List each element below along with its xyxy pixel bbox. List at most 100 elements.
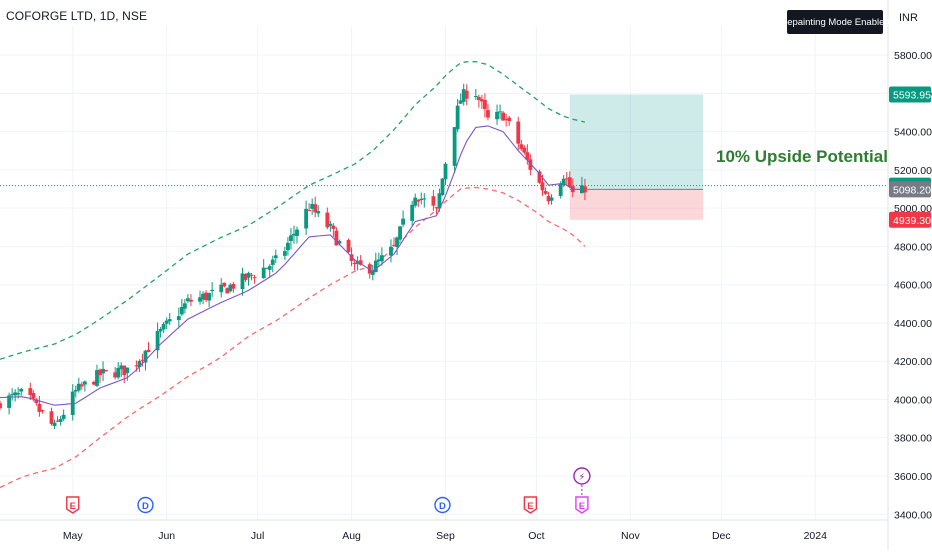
price-label-stop-bg bbox=[889, 211, 931, 228]
candle-body bbox=[325, 212, 330, 228]
candle-body bbox=[52, 422, 57, 427]
candle-body bbox=[270, 259, 275, 265]
dividend-marker bbox=[137, 496, 154, 514]
candle-body bbox=[504, 119, 509, 121]
candle-body bbox=[7, 395, 11, 408]
candle-body bbox=[410, 204, 415, 221]
event-label: D bbox=[439, 501, 446, 512]
candle-body bbox=[201, 293, 205, 300]
candle-body bbox=[289, 235, 293, 242]
candle-body bbox=[443, 163, 448, 180]
time-tick-label: Nov bbox=[621, 530, 640, 542]
candle-body bbox=[561, 178, 566, 186]
candle-body bbox=[113, 372, 118, 378]
time-tick-label: Aug bbox=[342, 530, 361, 542]
candle-body bbox=[267, 266, 272, 270]
candle-body bbox=[376, 259, 381, 262]
price-tick-label: 4800.00 bbox=[894, 241, 932, 253]
price-tick-label: 4600.00 bbox=[894, 280, 932, 292]
price-tick-label: 4200.00 bbox=[894, 356, 932, 368]
time-tick-label: Jun bbox=[158, 530, 175, 542]
candle-body bbox=[179, 306, 184, 315]
position-zones bbox=[569, 94, 704, 220]
candle-body bbox=[546, 196, 551, 202]
candle-body bbox=[61, 414, 66, 419]
event-label: ⚡ bbox=[579, 472, 586, 483]
ma-line bbox=[0, 125, 586, 406]
envelope-bands bbox=[0, 60, 586, 489]
earnings-marker bbox=[575, 496, 589, 514]
candle-body bbox=[349, 254, 354, 262]
candle-body bbox=[519, 144, 524, 149]
candle-body bbox=[498, 111, 502, 113]
candle-body bbox=[161, 324, 166, 330]
candle-body bbox=[328, 223, 333, 226]
candle-body bbox=[34, 399, 39, 403]
candle-body bbox=[528, 159, 533, 170]
candle-body bbox=[92, 381, 96, 385]
symbol-title: COFORGE LTD, 1D, NSE bbox=[6, 9, 148, 23]
candle-body bbox=[176, 316, 181, 321]
price-label-target: 5593.95 bbox=[893, 90, 931, 102]
upper-band bbox=[0, 60, 586, 360]
candle-body bbox=[98, 369, 102, 376]
candle-body bbox=[37, 403, 42, 412]
candle-body bbox=[419, 198, 424, 201]
candle-body bbox=[164, 320, 169, 324]
price-tick-label: 3800.00 bbox=[894, 433, 932, 445]
candle-body bbox=[540, 182, 545, 191]
candle-body bbox=[186, 298, 190, 302]
grid-lines bbox=[0, 26, 888, 520]
candle-body bbox=[455, 105, 460, 130]
candle-body bbox=[13, 392, 18, 396]
candle-body bbox=[82, 381, 87, 385]
lower-band bbox=[0, 186, 586, 489]
moving-average bbox=[0, 125, 586, 406]
price-label-entry: 5098.20 bbox=[893, 184, 931, 196]
candle-body bbox=[355, 261, 360, 264]
candle-body bbox=[458, 100, 463, 104]
event-markers: E D D E E ⚡ bbox=[66, 467, 591, 514]
candle-body bbox=[379, 255, 384, 262]
candle-body bbox=[373, 260, 378, 273]
time-tick-label: Oct bbox=[528, 530, 544, 542]
currency-label[interactable]: INR bbox=[899, 12, 918, 24]
candle-body bbox=[119, 365, 124, 370]
time-tick-label: May bbox=[63, 530, 84, 542]
candle-body bbox=[358, 260, 363, 265]
price-tick-label: 5200.00 bbox=[894, 165, 932, 177]
candle-body bbox=[522, 147, 527, 153]
candle-body bbox=[40, 410, 45, 412]
event-label: E bbox=[579, 501, 585, 512]
candle-body bbox=[207, 293, 212, 301]
candle-body bbox=[55, 420, 60, 422]
candle-body bbox=[295, 229, 299, 236]
candle-body bbox=[73, 390, 78, 392]
candle-body bbox=[286, 242, 290, 251]
event-label: E bbox=[70, 501, 76, 512]
candle-body bbox=[198, 297, 202, 302]
candle-body bbox=[401, 218, 405, 225]
earnings-marker bbox=[66, 496, 80, 514]
candle-body bbox=[95, 370, 99, 386]
event-label: E bbox=[527, 501, 533, 512]
candle-body bbox=[125, 367, 130, 374]
candle-body bbox=[337, 240, 342, 244]
repainting-badge[interactable]: Repainting Mode Enabled bbox=[780, 10, 890, 34]
candle-body bbox=[261, 267, 266, 279]
price-tick-label: 5800.00 bbox=[894, 50, 932, 62]
candle-body bbox=[543, 191, 548, 194]
dividend-marker bbox=[434, 496, 451, 514]
candle-body bbox=[516, 121, 521, 144]
candle-body bbox=[331, 225, 336, 229]
price-label-entry-bg bbox=[889, 181, 931, 198]
time-tick-label: Dec bbox=[712, 530, 731, 542]
candle-body bbox=[16, 393, 21, 395]
candle-body bbox=[0, 403, 2, 409]
candle-body bbox=[104, 369, 108, 371]
candle-body bbox=[483, 99, 487, 110]
candle-body bbox=[537, 171, 542, 183]
candle-body bbox=[155, 331, 160, 351]
